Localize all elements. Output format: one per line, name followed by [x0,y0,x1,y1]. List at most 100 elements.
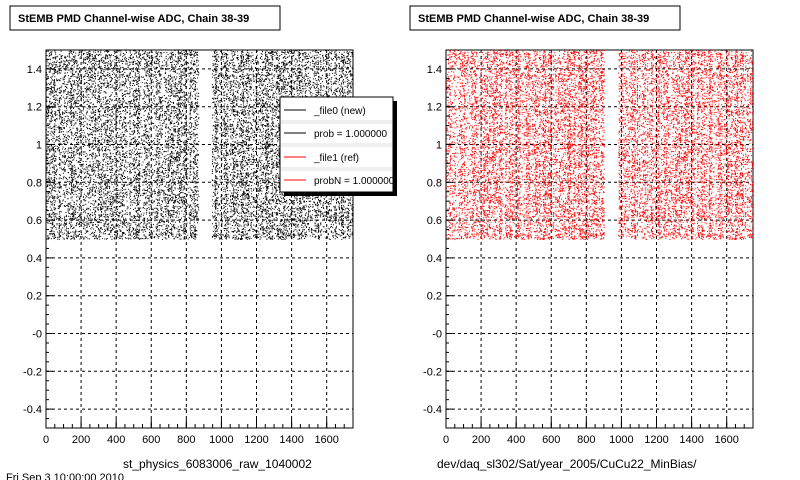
scatter-point [114,173,115,174]
scatter-point [50,183,51,184]
scatter-point [105,206,106,207]
scatter-point [47,157,48,158]
scatter-point [55,181,56,182]
scatter-point [71,99,72,100]
scatter-point [78,85,79,86]
scatter-point [104,69,105,70]
scatter-point [63,147,64,148]
scatter-point [105,124,106,125]
scatter-point [117,151,118,152]
scatter-point [102,150,103,151]
scatter-point [79,76,80,77]
scatter-point [102,166,103,167]
scatter-point [69,63,70,64]
scatter-point [112,74,113,75]
scatter-point [51,179,52,180]
scatter-point [78,150,79,151]
scatter-point [110,152,111,153]
scatter-point [74,238,75,239]
scatter-point [119,77,120,78]
scatter-point [79,52,80,53]
scatter-point [87,108,88,109]
scatter-point [116,105,117,106]
scatter-point [52,127,53,128]
scatter-point [52,73,53,74]
scatter-point [77,68,78,69]
scatter-point [92,54,93,55]
scatter-point [52,76,53,77]
scatter-point [69,102,70,103]
scatter-point [100,119,101,120]
scatter-point [69,222,70,223]
scatter-point [47,124,48,125]
scatter-point [83,209,84,210]
scatter-point [100,189,101,190]
scatter-point [83,146,84,147]
scatter-point [105,193,106,194]
scatter-point [80,196,81,197]
scatter-point [120,72,121,73]
scatter-point [123,160,124,161]
scatter-point [120,120,121,121]
scatter-point [61,62,62,63]
scatter-point [98,182,99,183]
scatter-point [114,207,115,208]
scatter-point [80,114,81,115]
scatter-point [121,174,122,175]
scatter-point [50,181,51,182]
scatter-point [65,169,66,170]
scatter-point [93,58,94,59]
scatter-point [105,78,106,79]
scatter-point [117,198,118,199]
scatter-point [111,225,112,226]
scatter-point [93,173,94,174]
scatter-point [54,86,55,87]
scatter-point [80,236,81,237]
scatter-point [77,81,78,82]
scatter-point [108,180,109,181]
scatter-point [50,121,51,122]
scatter-point [113,198,114,199]
scatter-point [75,214,76,215]
scatter-point [111,206,112,207]
scatter-point [92,97,93,98]
scatter-point [107,191,108,192]
scatter-point [62,156,63,157]
scatter-point [115,216,116,217]
scatter-point [112,120,113,121]
scatter-point [69,100,70,101]
scatter-point [90,144,91,145]
scatter-point [72,54,73,55]
scatter-point [101,209,102,210]
scatter-point [56,219,57,220]
scatter-point [48,162,49,163]
scatter-point [95,230,96,231]
scatter-point [123,70,124,71]
scatter-point [60,92,61,93]
scatter-point [117,132,118,133]
scatter-point [95,121,96,122]
scatter-point [87,221,88,222]
scatter-point [79,199,80,200]
scatter-point [60,216,61,217]
scatter-point [47,206,48,207]
scatter-point [118,217,119,218]
scatter-point [101,222,102,223]
scatter-point [103,214,104,215]
scatter-point [97,227,98,228]
scatter-point [102,208,103,209]
scatter-point [60,196,61,197]
scatter-point [61,168,62,169]
scatter-point [104,175,105,176]
scatter-point [57,61,58,62]
scatter-point [97,208,98,209]
scatter-point [95,89,96,90]
scatter-point [114,100,115,101]
scatter-point [77,236,78,237]
scatter-point [119,196,120,197]
scatter-point [66,121,67,122]
scatter-point [47,148,48,149]
scatter-point [86,89,87,90]
scatter-point [80,162,81,163]
scatter-point [88,97,89,98]
